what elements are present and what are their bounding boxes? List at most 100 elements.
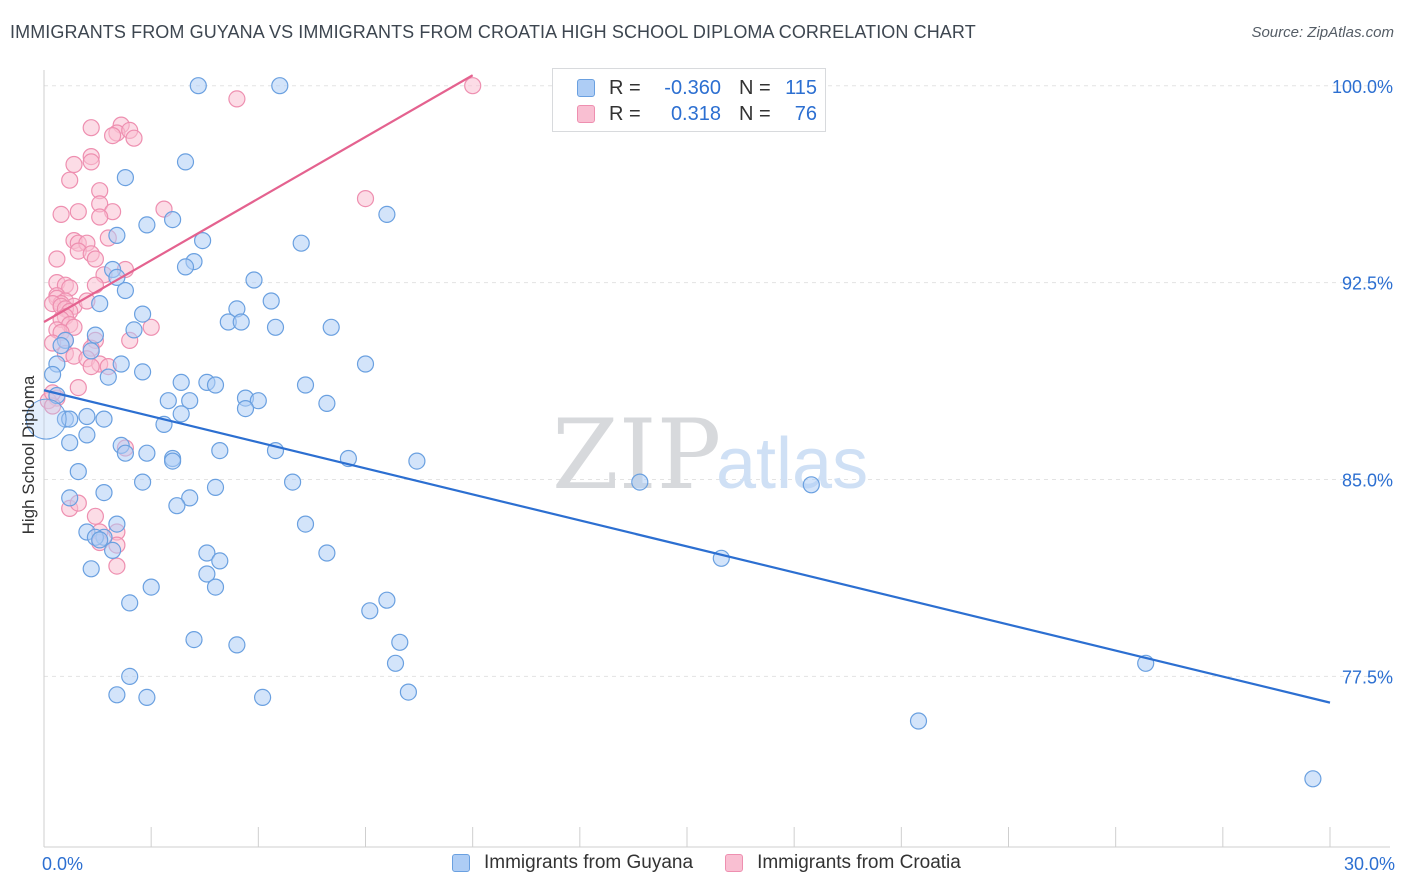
guyana-point [43, 365, 62, 384]
guyana-point [408, 452, 426, 470]
r-label: R = [609, 76, 641, 99]
guyana-point [116, 281, 135, 300]
guyana-point [52, 337, 70, 355]
croatia-r-value: 0.318 [670, 102, 721, 125]
guyana-point [82, 560, 100, 578]
croatia-point [69, 379, 87, 397]
source-label: Source: ZipAtlas.com [1251, 24, 1394, 41]
guyana-point [142, 578, 160, 596]
n-label: N = [739, 102, 771, 125]
guyana-point [78, 407, 96, 426]
guyana-point [116, 169, 135, 187]
croatia-point [82, 119, 100, 137]
guyana-point [198, 544, 216, 562]
guyana-point [108, 686, 126, 704]
guyana-point [211, 442, 229, 460]
guyana-point [802, 476, 820, 494]
guyana-point [378, 591, 396, 609]
guyana-point [164, 452, 182, 470]
guyana-point [266, 318, 285, 336]
croatia-trend-line [43, 74, 474, 323]
croatia-point [69, 203, 87, 221]
croatia-point [91, 208, 109, 226]
croatia-point [61, 171, 79, 189]
y-tick-label-3: 77.5% [1342, 667, 1393, 687]
croatia-point [82, 358, 100, 376]
guyana-n-value: 115 [785, 76, 817, 99]
guyana-point [95, 410, 113, 428]
croatia-legend-swatch [725, 854, 744, 872]
croatia-point [108, 557, 126, 575]
guyana-point [391, 633, 409, 651]
croatia-point [228, 90, 246, 108]
guyana-point [134, 363, 152, 381]
croatia-point [65, 155, 83, 174]
croatia-swatch [577, 105, 595, 123]
guyana-point [386, 654, 405, 672]
guyana-point [181, 489, 199, 507]
guyana-point [172, 405, 190, 423]
guyana-point [399, 683, 417, 701]
guyana-point [121, 667, 139, 686]
guyana-legend-label: Immigrants from Guyana [484, 852, 694, 873]
guyana-point [185, 630, 203, 649]
guyana-point [236, 400, 255, 418]
guyana-point [254, 688, 272, 707]
guyana-point [318, 544, 336, 562]
guyana-point [138, 688, 156, 707]
guyana-point [112, 355, 130, 373]
croatia-point [48, 250, 66, 268]
guyana-point [61, 434, 79, 452]
guyana-point [228, 636, 246, 654]
x-tick-label-1: 30.0% [1344, 854, 1395, 874]
croatia-point [52, 205, 70, 223]
guyana-point [296, 515, 315, 533]
guyana-point [138, 444, 156, 462]
y-tick-label-1: 92.5% [1342, 274, 1393, 294]
croatia-legend-label: Immigrants from Croatia [757, 852, 961, 873]
croatia-n-value: 76 [794, 102, 817, 125]
guyana-point [322, 318, 340, 336]
legend-item-guyana[interactable]: Immigrants from Guyana [452, 852, 693, 874]
guyana-point [99, 368, 117, 386]
guyana-point [168, 497, 186, 515]
guyana-point [318, 394, 336, 412]
x-tick-label-0: 0.0% [42, 854, 83, 874]
y-tick-label-0: 100.0% [1332, 77, 1393, 97]
guyana-trend-line [43, 389, 1331, 704]
guyana-point [909, 712, 928, 730]
croatia-point [142, 318, 160, 336]
guyana-point [138, 216, 156, 234]
guyana-point [189, 77, 207, 95]
guyana-point [181, 392, 199, 410]
guyana-point [108, 226, 126, 244]
correlation-legend: R = -0.360 N = 115 R = 0.318 N = 76 [552, 68, 826, 132]
guyana-point [176, 258, 195, 276]
legend-row-croatia: R = 0.318 N = 76 [577, 102, 817, 126]
legend-item-croatia[interactable]: Immigrants from Croatia [725, 852, 961, 874]
guyana-point [69, 463, 87, 481]
guyana-point [116, 444, 135, 462]
n-label: N = [739, 76, 771, 99]
guyana-point [232, 313, 250, 331]
croatia-point [86, 507, 105, 525]
guyana-point [271, 77, 289, 95]
guyana-point [164, 211, 182, 229]
guyana-point [103, 541, 122, 560]
guyana-point [378, 205, 396, 223]
guyana-point [125, 321, 143, 339]
tick-labels: 100.0% 92.5% 85.0% 77.5% 0.0% 30.0% [42, 77, 1395, 874]
guyana-point [108, 515, 126, 533]
guyana-point [206, 578, 225, 596]
r-label: R = [609, 102, 641, 125]
guyana-point [159, 392, 177, 410]
croatia-point [464, 77, 482, 95]
guyana-point [25, 398, 67, 440]
watermark-atlas: atlas [716, 424, 868, 504]
y-axis-label: High School Diploma [19, 375, 38, 534]
guyana-point [134, 305, 152, 323]
guyana-point [121, 594, 139, 612]
guyana-point [249, 392, 267, 410]
guyana-point [361, 602, 379, 620]
